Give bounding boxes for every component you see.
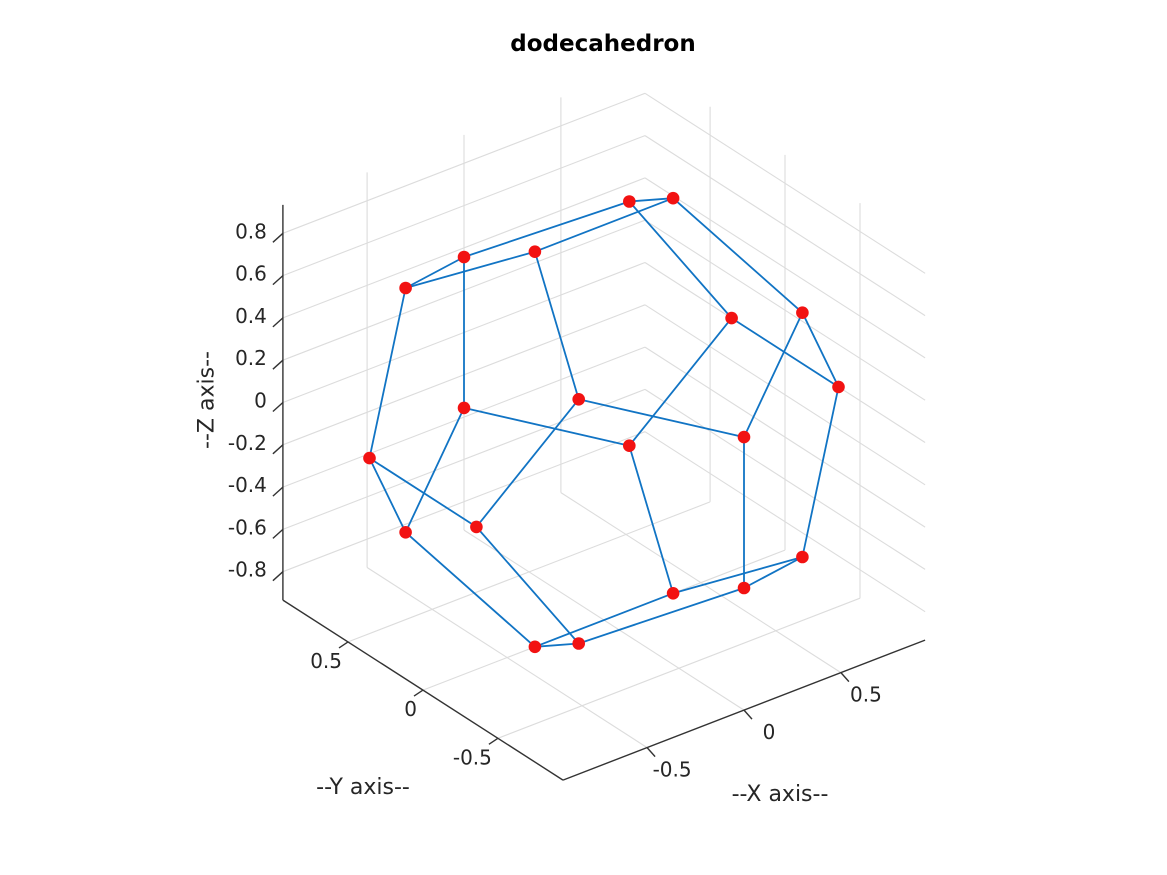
dodecahedron-vertex-marker (666, 191, 680, 205)
dodecahedron-edge (577, 587, 745, 645)
dodecahedron-edge (404, 250, 536, 289)
dodecahedron-edge (404, 531, 536, 648)
dodecahedron-edge (463, 406, 631, 447)
dodecahedron-vertex-marker (399, 281, 412, 295)
dodecahedron-vertex-marker (725, 311, 738, 325)
plot-title: dodecahedron (510, 31, 696, 57)
dodecahedron-edge (404, 406, 465, 534)
z-tick-mark (272, 571, 284, 582)
z-tick-mark (272, 317, 284, 328)
dodecahedron-edge (628, 317, 733, 447)
dodecahedron-edge (743, 311, 804, 439)
dodecahedron-edge (368, 287, 407, 460)
dodecahedron-edge (577, 398, 745, 439)
dodecahedron-edge (743, 556, 804, 589)
z-tick-label: -0.6 (228, 515, 267, 539)
x-axis-label: --X axis-- (731, 782, 829, 807)
dodecahedron-vertex-marker (572, 393, 585, 406)
grid-line-y (347, 501, 711, 643)
y-tick-mark (338, 641, 349, 649)
z-tick-label: 0.8 (235, 219, 267, 243)
z-tick-mark (272, 444, 284, 455)
dodecahedron-vertex-marker (623, 195, 636, 208)
dodecahedron-vertex-marker (457, 250, 471, 264)
z-tick-mark (272, 232, 284, 243)
dodecahedron-edge (368, 457, 407, 534)
dodecahedron-vertex-marker (832, 380, 845, 394)
x-tick-label: 0.5 (850, 683, 882, 707)
dodecahedron-vertex-marker (363, 451, 376, 465)
z-tick-mark (272, 528, 284, 539)
dodecahedron-vertex-marker (528, 245, 542, 258)
dodecahedron-edge (368, 457, 478, 528)
dodecahedron-edge (801, 385, 840, 558)
dodecahedron-edge (475, 398, 580, 528)
z-tick-label: -0.4 (228, 473, 267, 497)
dodecahedron-edge (534, 642, 580, 648)
z-tick-label: 0 (254, 389, 267, 413)
z-tick-mark (272, 275, 284, 286)
z-tick-label: -0.8 (228, 558, 267, 582)
z-tick-mark (272, 486, 284, 497)
dodecahedron-vertex-marker (528, 640, 542, 654)
x-tick-label: -0.5 (653, 758, 692, 782)
y-tick-label: 0.5 (310, 649, 342, 673)
dodecahedron-edge (404, 256, 465, 289)
dodecahedron-edge (534, 592, 674, 648)
dodecahedron-vertex-marker (737, 581, 751, 595)
y-tick-mark (413, 689, 424, 697)
dodecahedron-edge (534, 250, 580, 401)
dodecahedron-vertex-marker (572, 637, 585, 650)
dodecahedron-vertex-marker (470, 520, 483, 534)
x-tick-mark (646, 747, 656, 758)
dodecahedron-vertex-marker (457, 401, 471, 415)
dodecahedron-edge (672, 197, 804, 314)
z-axis-label: --Z axis-- (194, 351, 220, 449)
y-tick-label: 0 (404, 697, 417, 721)
dodecahedron-vertex-marker (737, 430, 751, 444)
z-tick-mark (272, 401, 284, 413)
y-tick-mark (488, 737, 499, 745)
z-tick-label: 0.2 (235, 346, 267, 370)
z-tick-mark (272, 359, 284, 370)
dodecahedron-vertex-marker (796, 550, 809, 564)
dodecahedron-edge (463, 200, 631, 258)
grid-line-y (497, 597, 861, 739)
dodecahedron-edge (730, 317, 840, 388)
dodecahedron-vertex-marker (623, 439, 636, 453)
dodecahedron-edge (672, 556, 804, 595)
z-tick-label: 0.6 (235, 262, 267, 286)
dodecahedron-vertex-marker (666, 587, 680, 600)
dodecahedron-edge (475, 526, 580, 645)
y-tick-label: -0.5 (453, 745, 492, 769)
dodecahedron-edge (628, 444, 674, 595)
dodecahedron-edge (801, 311, 840, 388)
dodecahedron-edge (534, 197, 674, 253)
dodecahedron-vertex-marker (399, 526, 412, 539)
x-tick-mark (743, 709, 753, 720)
y-axis-label: --Y axis-- (316, 775, 410, 800)
z-tick-label: 0.4 (235, 304, 267, 328)
dodecahedron-vertex-marker (796, 306, 809, 320)
x-tick-mark (840, 672, 850, 683)
z-tick-label: -0.2 (228, 431, 267, 455)
dodecahedron-edge (628, 197, 674, 203)
dodecahedron-edge (628, 200, 733, 320)
x-tick-label: 0 (763, 720, 776, 744)
